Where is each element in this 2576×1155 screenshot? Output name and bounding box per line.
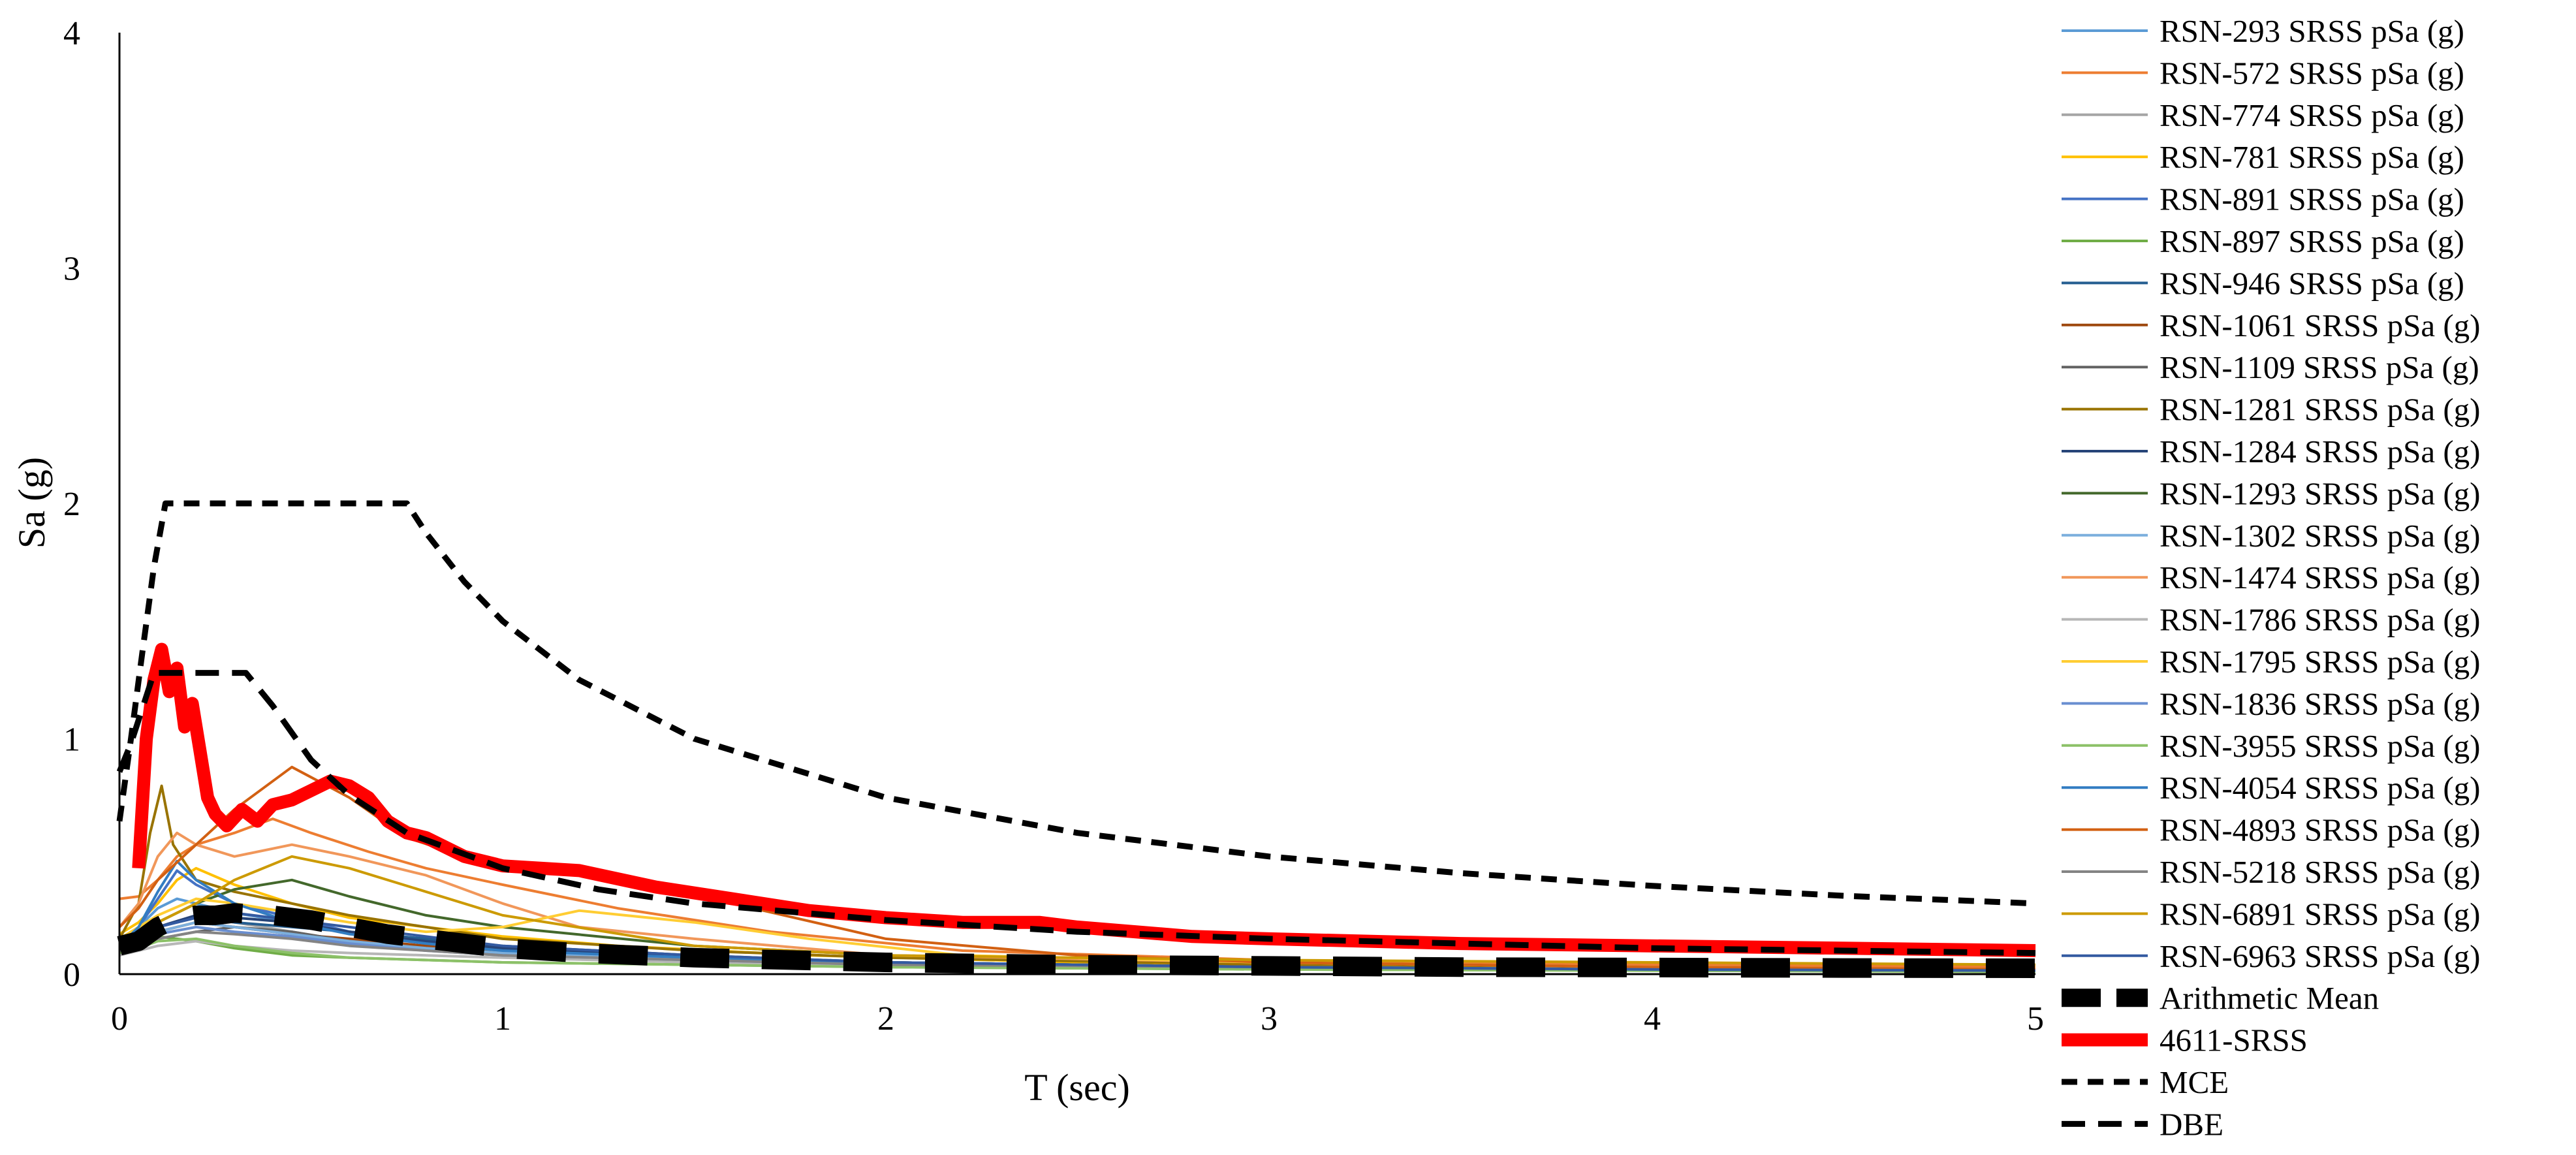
x-tick-labels: 0 1 2 3 4 5 (111, 1000, 2044, 1037)
x-tick-label: 5 (2027, 1000, 2044, 1037)
legend-label: RSN-1281 SRSS pSa (g) (2160, 392, 2480, 428)
legend-label: RSN-293 SRSS pSa (g) (2160, 13, 2464, 49)
legend: RSN-293 SRSS pSa (g) RSN-572 SRSS pSa (g)… (2062, 13, 2480, 1142)
x-axis-title: T (sec) (1024, 1066, 1130, 1109)
legend-label: RSN-572 SRSS pSa (g) (2160, 55, 2464, 91)
legend-label: RSN-6891 SRSS pSa (g) (2160, 896, 2480, 932)
y-tick-label: 4 (63, 15, 80, 52)
legend-label: RSN-891 SRSS pSa (g) (2160, 182, 2464, 217)
legend-label: RSN-4893 SRSS pSa (g) (2160, 812, 2480, 848)
legend-label: MCE (2160, 1064, 2229, 1100)
legend-label: RSN-1795 SRSS pSa (g) (2160, 644, 2480, 680)
x-tick-label: 4 (1644, 1000, 1661, 1037)
series-line-25 (116, 500, 2036, 907)
legend-label: RSN-1786 SRSS pSa (g) (2160, 602, 2480, 638)
series-line-23 (117, 903, 2036, 978)
legend-label: RSN-774 SRSS pSa (g) (2160, 97, 2464, 133)
x-tick-label: 1 (494, 1000, 511, 1037)
legend-label: RSN-1474 SRSS pSa (g) (2160, 560, 2480, 595)
legend-label: Arithmetic Mean (2160, 980, 2379, 1016)
y-axis-title: Sa (g) (10, 457, 53, 548)
y-tick-labels: 0 1 2 3 4 (63, 15, 80, 994)
legend-label: RSN-5218 SRSS pSa (g) (2160, 854, 2480, 890)
legend-label: RSN-1302 SRSS pSa (g) (2160, 518, 2480, 554)
legend-label: DBE (2160, 1106, 2223, 1142)
y-tick-label: 0 (63, 957, 80, 994)
x-tick-label: 0 (111, 1000, 128, 1037)
legend-label: RSN-1836 SRSS pSa (g) (2160, 686, 2480, 721)
legend-label: RSN-1109 SRSS pSa (g) (2160, 349, 2479, 385)
legend-label: RSN-4054 SRSS pSa (g) (2160, 770, 2480, 806)
legend-label: RSN-946 SRSS pSa (g) (2160, 265, 2464, 301)
y-tick-label: 2 (63, 486, 80, 523)
y-tick-label: 1 (63, 721, 80, 759)
legend-label: RSN-1284 SRSS pSa (g) (2160, 434, 2480, 469)
legend-label: RSN-3955 SRSS pSa (g) (2160, 728, 2480, 764)
legend-label: RSN-781 SRSS pSa (g) (2160, 139, 2464, 175)
x-tick-label: 2 (877, 1000, 894, 1037)
series-layer (116, 500, 2036, 978)
legend-label: RSN-897 SRSS pSa (g) (2160, 223, 2464, 259)
legend-label: RSN-6963 SRSS pSa (g) (2160, 938, 2480, 974)
series-line-24 (132, 642, 2036, 957)
legend-label: 4611-SRSS (2160, 1022, 2308, 1058)
series-line-26 (116, 670, 2036, 957)
series-line-9 (118, 784, 2036, 971)
y-tick-label: 3 (63, 251, 80, 288)
legend-label: RSN-1293 SRSS pSa (g) (2160, 475, 2480, 511)
legend-label: RSN-1061 SRSS pSa (g) (2160, 308, 2480, 343)
x-tick-label: 3 (1261, 1000, 1278, 1037)
